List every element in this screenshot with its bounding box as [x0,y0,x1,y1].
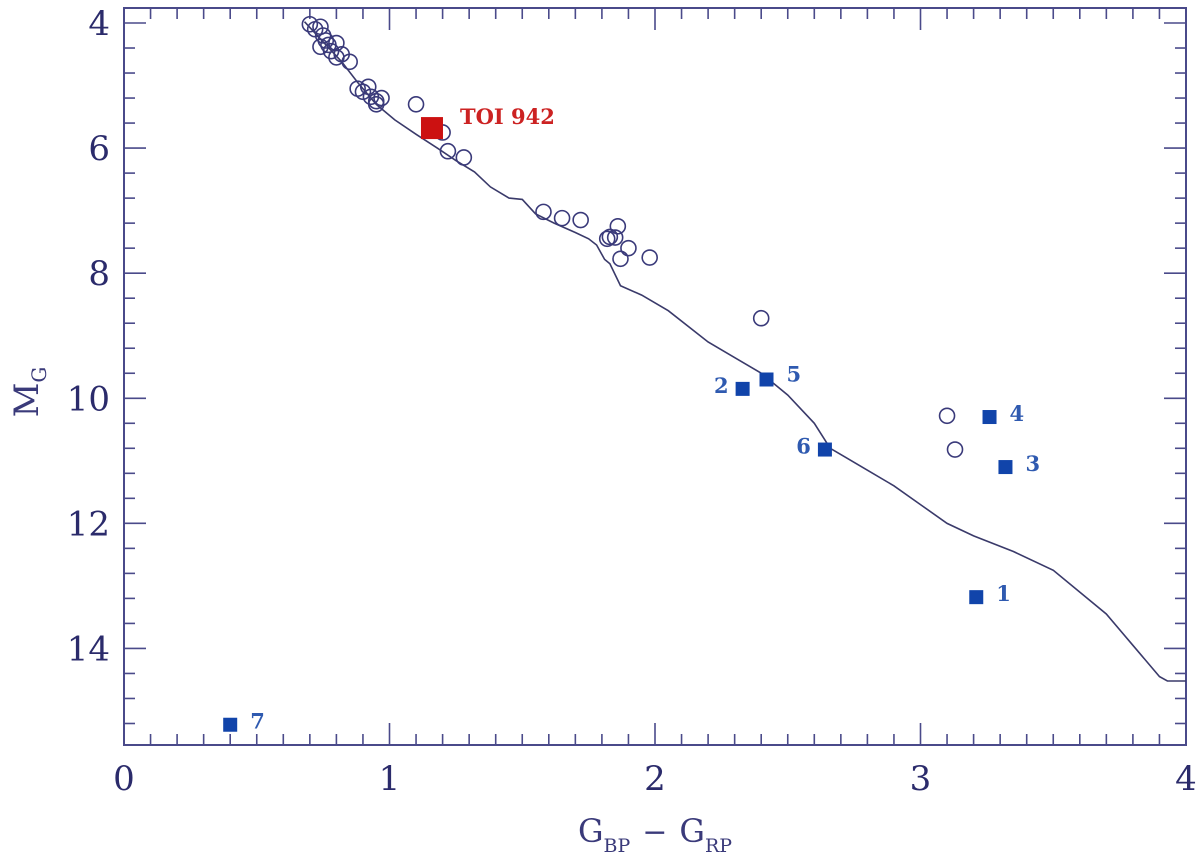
open-point [946,441,964,458]
plot-frame [123,7,1187,746]
open-point [606,229,624,246]
y-tick-label: 12 [67,504,110,544]
y-axis-label: MG [7,367,51,418]
open-point [609,217,627,235]
x-axis-label-op: − [642,815,667,850]
x-tick-label: 4 [1175,759,1197,799]
x-axis-label-sub2: RP [705,835,732,857]
x-axis-label-main1: G [578,812,604,850]
open-point [598,230,616,248]
open-point [612,250,629,268]
open-point [601,228,619,246]
open-point [641,249,658,266]
isochrone-curve [303,21,1186,682]
open-point [572,211,589,229]
open-point [312,18,329,36]
numbered-point [759,372,774,387]
open-point [341,53,358,71]
numbered-point-label: 2 [714,373,729,398]
open-point [301,15,319,33]
open-point [938,407,956,425]
x-tick-label: 1 [379,759,401,799]
open-point [354,83,372,101]
x-axis-label-main2: G [679,812,705,850]
open-point [535,203,552,221]
open-point [373,89,390,107]
numbered-point-label: 7 [250,709,265,734]
open-point [439,142,457,160]
open-point [312,38,329,56]
open-point [367,96,385,113]
open-point [455,149,473,166]
numbered-point [982,410,997,425]
x-tick-label: 2 [644,759,666,799]
y-tick-label: 6 [88,129,110,169]
y-tick-label: 4 [88,4,110,44]
open-point [322,42,340,60]
open-point [317,32,335,49]
x-axis-label-sub1: BP [604,835,631,857]
numbered-point [969,590,984,605]
numbered-point [223,717,238,732]
x-axis-label: GBP − GRP [578,812,732,857]
numbered-point [817,442,832,457]
open-point [407,96,425,113]
open-point [752,309,770,327]
numbered-point-label: 4 [1010,401,1025,426]
numbered-point [735,381,750,396]
y-tick-label: 10 [67,379,110,419]
open-point [620,239,637,257]
numbered-point-label: 1 [996,581,1011,606]
y-tick-label: 8 [88,254,110,294]
numbered-point-label: 5 [787,362,802,387]
highlight-point [420,117,443,140]
open-point [553,209,571,227]
y-tick-label: 14 [67,629,110,669]
y-axis-label-main: M [7,383,47,418]
toi-label: TOI 942 [460,104,555,129]
open-point [359,78,377,96]
x-tick-label: 0 [113,759,135,799]
x-tick-label: 3 [910,759,932,799]
numbered-point-label: 6 [796,434,811,459]
numbered-point-label: 3 [1025,451,1040,476]
numbered-point [998,460,1013,475]
y-axis-label-sub: G [27,367,51,383]
